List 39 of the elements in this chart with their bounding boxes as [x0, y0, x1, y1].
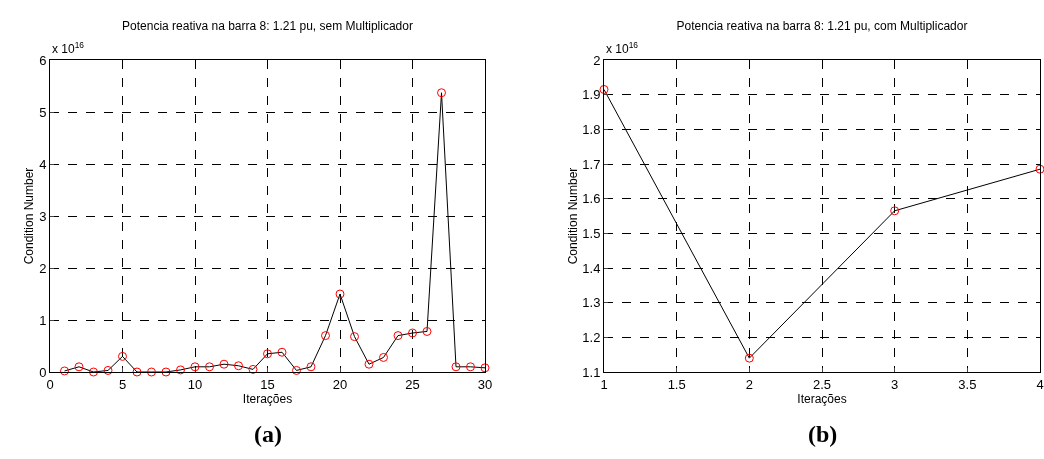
text: (b)	[808, 421, 838, 447]
y-tick-label: 4	[39, 156, 47, 172]
y-axis-title: Condition Number	[22, 167, 37, 265]
y-tick-label: 1.2	[582, 329, 601, 345]
y-tick-label: 3	[39, 208, 47, 224]
y-tick-label: 1.5	[582, 225, 601, 241]
text: x 10$^{16}$	[606, 40, 639, 57]
y-tick-label: 1.4	[582, 260, 601, 276]
y-tick-label: 5	[39, 104, 47, 120]
y-tick-label: 1.3	[582, 295, 601, 311]
y-tick-label: 2	[593, 52, 601, 68]
x-tick-label: 5	[118, 376, 127, 392]
x-tick-label: 1.5	[667, 376, 686, 392]
y-tick-label: 1	[39, 312, 47, 328]
y-tick-label: 1.9	[582, 87, 601, 103]
y-tick-label: 6	[39, 52, 47, 68]
y-axis-title: Condition Number	[565, 167, 580, 265]
x-tick-label: 3	[891, 376, 899, 392]
y-tick-label: 1.8	[582, 121, 601, 137]
x-axis-title: Iterações	[242, 391, 293, 406]
x-tick-label: 20	[332, 376, 348, 392]
x-tick-label: 25	[405, 376, 420, 392]
x-tick-label: 30	[477, 376, 493, 392]
chart-title: Potencia reativa na barra 8: 1.21 pu, com Multiplicador	[676, 19, 968, 34]
x-tick-label: 15	[260, 376, 275, 392]
x-axis-title: Iterações	[797, 391, 847, 406]
y-tick-label: 1.6	[582, 191, 601, 207]
y-tick-label: 0	[39, 364, 47, 380]
y-tick-label: 1.7	[582, 156, 601, 172]
y-tick-label: 1.1	[582, 364, 601, 380]
x-tick-label: 4	[1036, 376, 1044, 392]
chart-title: Potencia reativa na barra 8: 1.21 pu, sem Multiplicador	[122, 19, 413, 34]
text: x 10$^{16}$	[52, 40, 85, 57]
text: (a)	[254, 421, 282, 447]
x-tick-label: 2	[745, 376, 753, 392]
x-tick-label: 10	[187, 376, 203, 392]
x-tick-label: 2.5	[812, 376, 832, 392]
y-tick-label: 2	[39, 260, 47, 276]
x-tick-label: 3.5	[958, 376, 977, 392]
